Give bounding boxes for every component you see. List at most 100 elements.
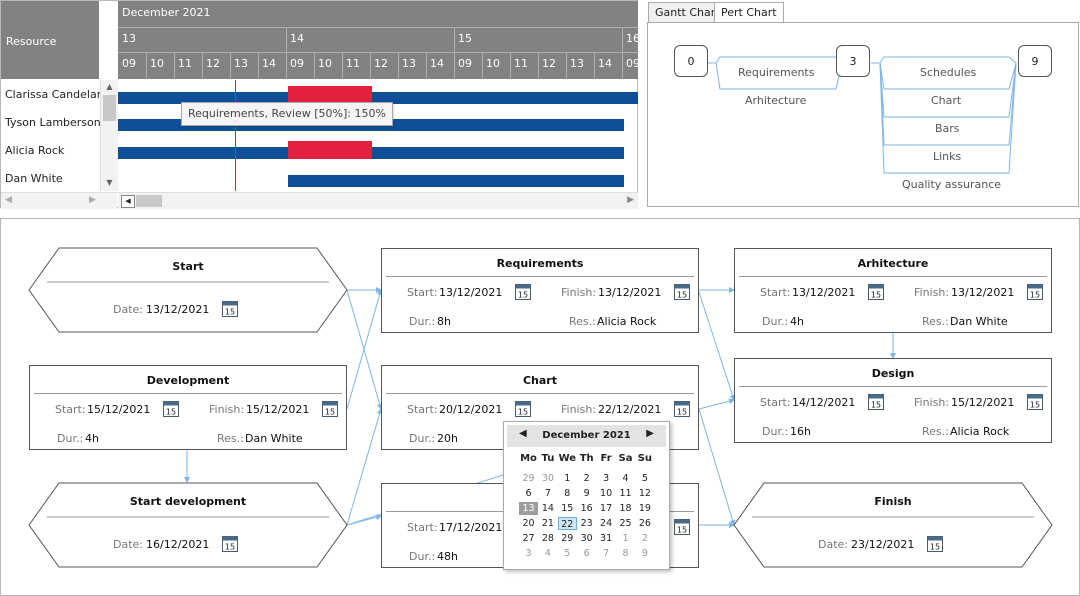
calendar-icon[interactable]: 15 <box>868 394 884 410</box>
start-date[interactable]: 15/12/2021 <box>87 403 151 416</box>
calendar-icon[interactable]: 15 <box>222 536 238 552</box>
finish-date[interactable]: 15/12/2021 <box>246 403 310 416</box>
milestone-date[interactable]: 13/12/2021 <box>146 303 210 316</box>
resource-row[interactable]: Alicia Rock <box>5 144 65 157</box>
resource-value[interactable]: Alicia Rock <box>597 315 657 328</box>
pert-task-label[interactable]: Quality assurance <box>902 178 1002 191</box>
calendar-day[interactable]: 20 <box>522 518 535 529</box>
pert-task-label[interactable]: Bars <box>935 122 960 135</box>
calendar-icon[interactable]: 15 <box>674 401 690 417</box>
calendar-day[interactable]: 23 <box>580 518 593 529</box>
calendar-day[interactable]: 19 <box>638 503 651 514</box>
finish-date[interactable]: 22/12/2021 <box>598 403 662 416</box>
calendar-day[interactable]: 2 <box>583 473 590 484</box>
duration-value[interactable]: 20h <box>437 432 458 445</box>
calendar-day[interactable]: 4 <box>622 473 629 484</box>
milestone-date[interactable]: 23/12/2021 <box>851 538 915 551</box>
task-box-arhitecture[interactable]: Arhitecture Start: 13/12/2021 15 Finish:… <box>734 248 1052 333</box>
calendar-day[interactable]: 7 <box>603 548 610 559</box>
calendar-day[interactable]: 26 <box>638 518 651 529</box>
tab-pert-chart[interactable]: Pert Chart <box>714 2 784 24</box>
resource-value[interactable]: Dan White <box>245 432 303 445</box>
calendar-day[interactable]: 28 <box>541 533 554 544</box>
calendar-day[interactable]: 11 <box>619 488 632 499</box>
duration-value[interactable]: 4h <box>790 315 804 328</box>
calendar-day[interactable]: 5 <box>564 548 571 559</box>
calendar-day[interactable]: 24 <box>600 518 613 529</box>
calendar-icon[interactable]: 15 <box>1027 394 1043 410</box>
calendar-icon[interactable]: 15 <box>515 401 531 417</box>
resource-row[interactable]: Dan White <box>5 172 63 185</box>
resource-value[interactable]: Alicia Rock <box>950 425 1010 438</box>
calendar-day[interactable]: 13 <box>519 502 538 515</box>
calendar-day[interactable]: 6 <box>525 488 532 499</box>
start-date[interactable]: 13/12/2021 <box>792 286 856 299</box>
overload-bar[interactable] <box>288 141 372 159</box>
duration-value[interactable]: 4h <box>85 432 99 445</box>
calendar-day[interactable]: 9 <box>641 548 648 559</box>
pert-task-label[interactable]: Arhitecture <box>745 94 807 107</box>
calendar-icon[interactable]: 15 <box>163 401 179 417</box>
calendar-day[interactable]: 3 <box>603 473 610 484</box>
scroll-right-icon[interactable]: ▶ <box>627 195 634 205</box>
calendar-day[interactable]: 6 <box>583 548 590 559</box>
date-picker-popup[interactable]: ◀ December 2021 ▶ Mo Tu We Th Fr Sa Su 29 30 1 2 3 4… <box>503 421 670 570</box>
calendar-icon[interactable]: 15 <box>515 284 531 300</box>
duration-value[interactable]: 8h <box>437 315 451 328</box>
calendar-day[interactable]: 5 <box>641 473 648 484</box>
previous-month-icon[interactable]: ◀ <box>519 428 527 439</box>
resource-row[interactable]: Tyson Lamberson <box>5 116 101 129</box>
next-month-icon[interactable]: ▶ <box>646 428 654 439</box>
calendar-day[interactable]: 15 <box>561 503 574 514</box>
calendar-day[interactable]: 27 <box>522 533 535 544</box>
calendar-day[interactable]: 31 <box>600 533 613 544</box>
scroll-left-icon[interactable]: ◀ <box>5 195 12 205</box>
calendar-day[interactable]: 8 <box>622 548 629 559</box>
assignment-bar[interactable] <box>118 92 638 104</box>
pert-node[interactable]: 9 <box>1018 45 1052 77</box>
task-box-design[interactable]: Design Start: 14/12/2021 15 Finish: 15/1… <box>734 358 1052 443</box>
resource-vertical-scrollbar[interactable]: ▲ ▼ <box>100 80 118 191</box>
pert-task-label[interactable]: Schedules <box>920 66 977 79</box>
scroll-up-icon[interactable]: ▲ <box>106 82 113 91</box>
resource-row[interactable]: Clarissa Candelaria <box>5 88 112 101</box>
pert-task-label[interactable]: Chart <box>931 94 962 107</box>
calendar-day[interactable]: 16 <box>580 503 593 514</box>
calendar-day[interactable]: 30 <box>541 473 554 484</box>
calendar-day[interactable]: 1 <box>564 473 571 484</box>
task-box-requirements[interactable]: Requirements Start: 13/12/2021 15 Finish… <box>381 248 699 333</box>
duration-value[interactable]: 16h <box>790 425 811 438</box>
start-date[interactable]: 17/12/2021 <box>439 521 503 534</box>
calendar-day[interactable]: 10 <box>600 488 613 499</box>
calendar-day[interactable]: 18 <box>619 503 632 514</box>
calendar-day[interactable]: 21 <box>541 518 554 529</box>
scroll-right-icon[interactable]: ▶ <box>89 195 96 205</box>
timeline-horizontal-scrollbar[interactable]: ◀ ▶ <box>118 192 638 209</box>
start-date[interactable]: 20/12/2021 <box>439 403 503 416</box>
finish-date[interactable]: 13/12/2021 <box>951 286 1015 299</box>
calendar-day[interactable]: 1 <box>622 533 629 544</box>
calendar-icon[interactable]: 15 <box>927 536 943 552</box>
calendar-icon[interactable]: 15 <box>222 301 238 317</box>
task-box-development[interactable]: Development Start: 15/12/2021 15 Finish:… <box>29 365 347 450</box>
scroll-left-icon[interactable]: ◀ <box>121 195 135 208</box>
start-date[interactable]: 14/12/2021 <box>792 396 856 409</box>
calendar-day[interactable]: 4 <box>544 548 551 559</box>
scroll-thumb[interactable] <box>103 95 116 121</box>
calendar-icon[interactable]: 15 <box>674 519 690 535</box>
resource-horizontal-scrollbar[interactable]: ◀ ▶ <box>1 192 117 209</box>
scroll-down-icon[interactable]: ▼ <box>106 178 113 187</box>
calendar-day[interactable]: 30 <box>580 533 593 544</box>
calendar-day[interactable]: 25 <box>619 518 632 529</box>
calendar-icon[interactable]: 15 <box>674 284 690 300</box>
resource-value[interactable]: Dan White <box>950 315 1008 328</box>
pert-task-label[interactable]: Requirements <box>738 66 815 79</box>
finish-date[interactable]: 13/12/2021 <box>598 286 662 299</box>
scroll-thumb[interactable] <box>136 195 162 207</box>
calendar-day[interactable]: 3 <box>525 548 532 559</box>
calendar-icon[interactable]: 15 <box>1027 284 1043 300</box>
calendar-day[interactable]: 17 <box>600 503 613 514</box>
calendar-icon[interactable]: 15 <box>868 284 884 300</box>
overload-bar[interactable] <box>288 86 372 104</box>
calendar-day[interactable]: 29 <box>561 533 574 544</box>
